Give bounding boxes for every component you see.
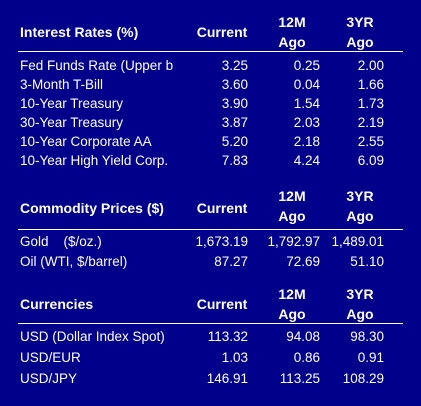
row-3yr: 51.10 [350, 254, 384, 269]
row-3yr: 6.09 [357, 153, 384, 168]
row-12m: 2.03 [293, 115, 320, 130]
row-current: 87.27 [214, 254, 248, 269]
row-name: 3-Month T-Bill [20, 77, 104, 92]
row-name: 30-Year Treasury [20, 115, 124, 130]
row-12m: 113.25 [279, 371, 320, 386]
row-3yr: 2.55 [357, 134, 384, 149]
row-3yr: 108.29 [342, 371, 384, 386]
row-12m: 1.54 [293, 96, 320, 111]
row-name: USD (Dollar Index Spot) [20, 329, 165, 344]
row-12m: 94.08 [286, 329, 320, 344]
currencies-divider [18, 323, 403, 324]
row-12m: 2.18 [293, 134, 320, 149]
row-current: 1.03 [221, 350, 248, 365]
row-12m: 0.86 [293, 350, 320, 365]
row-name: USD/JPY [20, 371, 78, 386]
commodity-divider [18, 229, 403, 230]
row-name: USD/EUR [20, 350, 81, 365]
row-current: 7.83 [221, 153, 248, 168]
row-3yr: 1.66 [357, 77, 384, 92]
row-12m: 4.24 [293, 153, 320, 168]
interest-rates-header: Interest Rates (%) Current 12M Ago 3YR A… [0, 10, 421, 50]
row-name: 10-Year Treasury [20, 96, 124, 111]
row-12m: 0.25 [293, 58, 320, 73]
row-12m: 72.69 [286, 254, 320, 269]
row-current: 113.32 [207, 329, 248, 344]
commodity-12m-header: 12M Ago [278, 188, 306, 224]
currencies-3yr-header: 3YR Ago [346, 286, 374, 322]
currencies-12m-header: 12M Ago [278, 286, 306, 322]
row-current: 1,673.19 [195, 234, 248, 249]
commodity-3yr-header: 3YR Ago [346, 188, 374, 224]
row-12m: 1,792.97 [267, 234, 320, 249]
interest-3yr-header: 3YR Ago [346, 14, 374, 50]
row-3yr: 98.30 [350, 329, 384, 344]
interest-12m-header: 12M Ago [278, 14, 306, 50]
interest-current-header: Current [196, 24, 248, 40]
commodity-title: Commodity Prices ($) [20, 200, 164, 216]
row-current: 146.91 [206, 371, 248, 386]
interest-rates-title: Interest Rates (%) [20, 24, 139, 40]
commodity-current-header: Current [196, 200, 248, 216]
currencies-current-header: Current [196, 296, 248, 312]
row-name: Oil (WTI, $/barrel) [20, 254, 128, 269]
row-current: 3.87 [221, 115, 248, 130]
row-current: 3.60 [221, 77, 248, 92]
row-current: 5.20 [221, 134, 248, 149]
currencies-title: Currencies [20, 296, 94, 312]
row-3yr: 0.91 [357, 350, 384, 365]
row-3yr: 1.73 [357, 96, 384, 111]
commodity-header: Commodity Prices ($) Current 12M Ago 3YR… [0, 186, 421, 226]
interest-divider [18, 51, 403, 52]
currencies-header: Currencies Current 12M Ago 3YR Ago [0, 284, 421, 324]
row-name: Fed Funds Rate (Upper b [20, 58, 174, 73]
row-name: 10-Year Corporate AA [20, 134, 152, 149]
row-current: 3.90 [221, 96, 248, 111]
row-current: 3.25 [221, 58, 248, 73]
row-name: Gold ($/oz.) [20, 234, 102, 249]
row-12m: 0.04 [293, 77, 320, 92]
row-3yr: 2.19 [357, 115, 384, 130]
row-3yr: 2.00 [357, 58, 384, 73]
row-3yr: 1,489.01 [331, 234, 384, 249]
row-name: 10-Year High Yield Corp. [20, 153, 169, 168]
